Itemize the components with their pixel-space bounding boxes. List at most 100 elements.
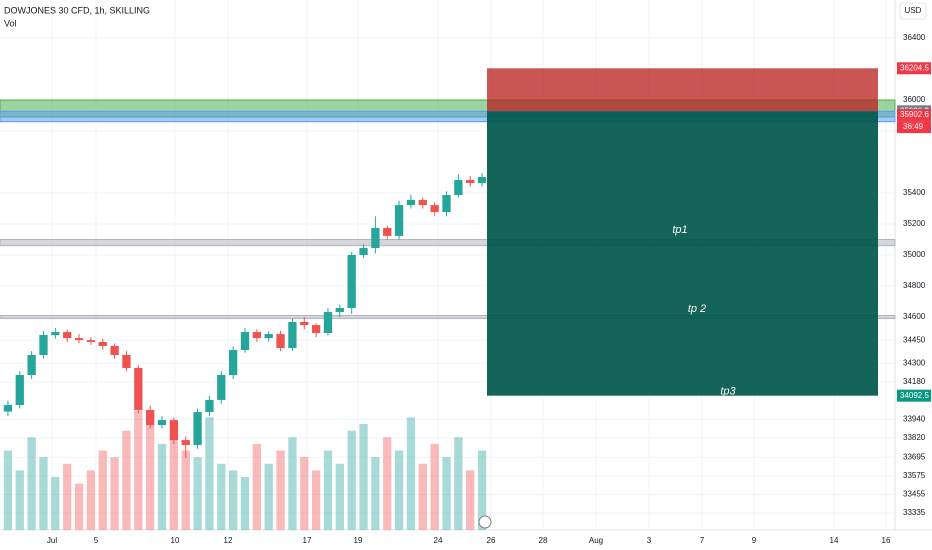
candle-body	[418, 199, 427, 206]
volume-bar	[51, 477, 60, 530]
volume-bar	[205, 417, 214, 530]
volume-bar	[15, 470, 24, 530]
candle-body	[359, 248, 368, 256]
candle-body	[157, 420, 167, 426]
annotation: tp1	[672, 224, 687, 236]
candle-body	[383, 228, 392, 236]
y-tick-label: 36400	[903, 33, 926, 42]
volume-bar	[193, 457, 202, 530]
x-tick-label: 28	[539, 536, 548, 545]
annotation: tp3	[720, 385, 736, 397]
candle-body	[217, 374, 226, 400]
volume-bar	[110, 457, 119, 530]
candle-body	[146, 410, 155, 426]
price-label: 35902.6	[900, 110, 929, 119]
candle-body	[15, 374, 24, 406]
candle-body	[264, 334, 273, 339]
x-tick-label: 7	[700, 536, 705, 545]
volume-bar	[39, 457, 48, 530]
candle-body	[63, 332, 72, 339]
volume-bar	[74, 483, 84, 530]
volume-bar	[146, 424, 155, 530]
zone-band	[0, 238, 896, 247]
stop-zone	[487, 68, 878, 112]
volume-bar	[383, 437, 392, 530]
x-tick-label: 24	[434, 536, 443, 545]
y-tick-label: 33335	[903, 508, 926, 517]
volume-bar	[3, 450, 13, 530]
x-tick-label: Jul	[47, 536, 57, 545]
volume-bar	[288, 437, 297, 530]
volume-bar	[371, 457, 380, 530]
annotation: tp 2	[688, 303, 706, 315]
candle-body	[27, 354, 36, 375]
countdown-box	[897, 121, 931, 134]
candle-body	[347, 255, 356, 309]
volume-bar	[418, 463, 427, 530]
candle-body	[86, 340, 96, 342]
y-tick-label: 34600	[903, 312, 926, 321]
y-tick-label: 33940	[903, 414, 926, 423]
price-label-box	[897, 389, 931, 402]
volume-bar	[240, 477, 250, 530]
candle-body	[51, 332, 60, 335]
volume-legend: Vol	[4, 18, 17, 28]
candle-body	[3, 405, 13, 412]
volume-bar	[264, 463, 273, 530]
chart-title: DOWJONES 30 CFD, 1h, SKILLING	[4, 5, 150, 15]
volume-bar	[442, 457, 451, 530]
volume-bar	[252, 443, 262, 530]
candle-body	[276, 334, 285, 349]
candle-body	[430, 205, 439, 213]
candle-body	[394, 205, 404, 236]
replay-icon[interactable]	[478, 515, 492, 529]
y-tick-label: 34300	[903, 359, 926, 368]
y-tick-label: 34450	[903, 335, 926, 344]
volume-bar	[27, 437, 36, 530]
y-tick-label: 35200	[903, 219, 926, 228]
candle-body	[406, 199, 416, 206]
y-tick-label: 35000	[903, 250, 926, 259]
candle-body	[335, 308, 344, 313]
candle-body	[477, 177, 487, 184]
volume-bar	[323, 450, 333, 530]
volume-bar	[335, 463, 344, 530]
price-label-box	[897, 62, 931, 75]
zone-band	[0, 110, 896, 123]
candle-body	[300, 321, 309, 326]
x-tick-label: 14	[830, 536, 839, 545]
x-tick-label: 19	[354, 536, 363, 545]
volume-bar	[477, 450, 487, 530]
candle-body	[193, 412, 202, 446]
candle-body	[288, 321, 297, 349]
y-tick-label: 33455	[903, 490, 926, 499]
volume-bar	[454, 437, 463, 530]
candle-body	[205, 399, 214, 413]
volume-bar	[347, 430, 356, 530]
y-tick-label: 35400	[903, 188, 926, 197]
volume-bar	[430, 443, 439, 530]
volume-bar	[228, 470, 238, 530]
volume-bar	[311, 470, 321, 530]
volume-bar	[359, 424, 368, 530]
y-tick-label: 34180	[903, 377, 926, 386]
currency[interactable]: USD	[905, 6, 922, 15]
volume-bar	[169, 437, 179, 530]
currency-button[interactable]	[899, 2, 927, 20]
y-tick-label: 36000	[903, 95, 926, 104]
candle-body	[169, 420, 179, 441]
price-label-box	[897, 109, 931, 122]
x-tick-label: 3	[647, 536, 652, 545]
price-label: 36204.5	[900, 63, 929, 72]
y-tick-label: 34800	[903, 281, 926, 290]
volume-bar	[86, 470, 96, 530]
x-tick-label: 5	[94, 536, 99, 545]
volume-bar	[394, 450, 404, 530]
candle-body	[454, 179, 463, 196]
volume-bar	[122, 430, 131, 530]
volume-bar	[300, 457, 309, 530]
volume-bar	[134, 410, 143, 530]
candle-body	[311, 325, 321, 333]
candle-body	[466, 179, 475, 184]
candle-body	[74, 338, 84, 341]
